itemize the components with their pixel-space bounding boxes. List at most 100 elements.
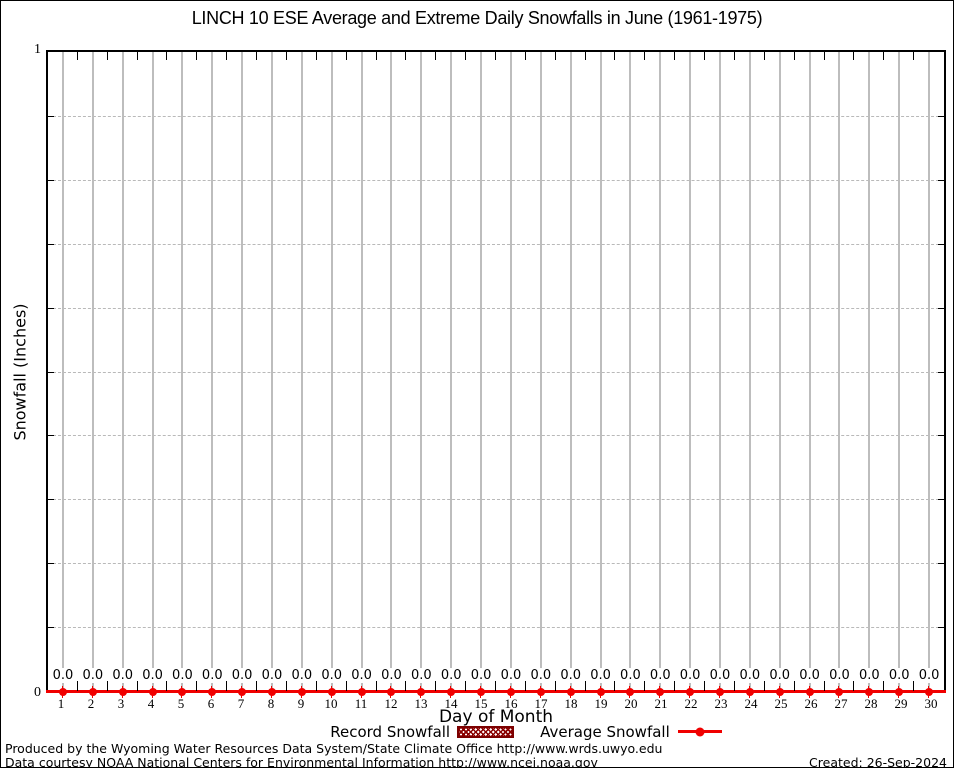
x-minor-tick-top: [285, 52, 287, 60]
y-gridline: [48, 563, 944, 565]
average-snowfall-marker: [775, 686, 784, 698]
average-snowfall-marker: [238, 686, 247, 698]
x-minor-tick-top: [345, 52, 347, 60]
x-minor-tick-bottom: [196, 681, 198, 691]
day-gridline: [868, 52, 871, 691]
value-label: 0.0: [708, 668, 732, 683]
average-snowfall-marker: [626, 686, 635, 698]
x-minor-tick-bottom: [345, 681, 347, 691]
value-label: 0.0: [350, 668, 373, 683]
x-tick-label: 20: [624, 696, 638, 711]
x-minor-tick-top: [674, 52, 676, 60]
y-tick-left: [48, 563, 54, 565]
value-label: 0.0: [260, 668, 284, 683]
average-snowfall-marker: [686, 686, 695, 698]
x-tick-label: 27: [834, 696, 848, 711]
value-label: 0.0: [409, 668, 433, 683]
average-snowfall-marker: [118, 686, 127, 698]
day-gridline: [898, 52, 901, 691]
day-gridline: [390, 52, 393, 691]
x-minor-tick-bottom: [584, 681, 586, 691]
x-tick-label: 6: [207, 696, 215, 711]
x-minor-tick-top: [763, 52, 765, 60]
day-gridline: [450, 52, 453, 691]
y-tick-left: [48, 307, 54, 309]
x-minor-tick-top: [106, 52, 108, 60]
day-gridline: [539, 52, 542, 691]
x-minor-tick-top: [166, 52, 168, 60]
x-tick-label: 25: [774, 696, 788, 711]
day-gridline: [181, 52, 184, 691]
x-minor-tick-top: [435, 52, 437, 60]
x-minor-tick-top: [405, 52, 407, 60]
legend-average-label: Average Snowfall: [540, 722, 670, 741]
y-gridline: [48, 243, 944, 245]
value-label: 0.0: [738, 668, 762, 683]
y-tick-right: [938, 499, 944, 501]
y-tick-right: [938, 115, 944, 117]
y-gridline: [48, 435, 944, 437]
day-gridline: [211, 52, 214, 691]
x-tick-label: 16: [504, 696, 518, 711]
x-tick-label: 30: [924, 696, 938, 711]
y-tick-left: [48, 371, 54, 373]
x-minor-tick-bottom: [256, 681, 258, 691]
day-gridline: [599, 52, 602, 691]
x-minor-tick-bottom: [136, 681, 138, 691]
x-tick-label: 29: [894, 696, 908, 711]
value-label: 0.0: [917, 668, 941, 683]
day-gridline: [360, 52, 363, 691]
footer-data-courtesy: Data courtesy NOAA National Centers for …: [5, 755, 598, 768]
value-label: 0.0: [529, 668, 553, 683]
x-tick-label: 7: [237, 696, 245, 711]
y-tick-right: [938, 243, 944, 245]
x-minor-tick-top: [704, 52, 706, 60]
day-gridline: [300, 52, 303, 691]
average-snowfall-marker: [805, 686, 814, 698]
x-tick-label: 14: [444, 696, 458, 711]
average-snowfall-marker: [835, 686, 844, 698]
x-minor-tick-bottom: [226, 681, 228, 691]
average-snowfall-marker: [58, 686, 67, 698]
average-snowfall-marker: [447, 686, 456, 698]
value-label: 0.0: [589, 668, 612, 683]
x-minor-tick-bottom: [166, 681, 168, 691]
average-snowfall-marker: [536, 686, 545, 698]
x-minor-tick-top: [465, 52, 467, 60]
x-minor-tick-top: [793, 52, 795, 60]
day-gridline: [61, 52, 64, 691]
value-label: 0.0: [439, 668, 463, 683]
x-tick-label: 10: [324, 696, 338, 711]
x-minor-tick-bottom: [614, 681, 616, 691]
y-tick-right: [938, 563, 944, 565]
x-tick-label: 18: [564, 696, 578, 711]
x-tick-label: 8: [267, 696, 275, 711]
average-snowfall-marker: [656, 686, 665, 698]
value-label: 0.0: [141, 668, 164, 683]
average-snowfall-marker: [178, 686, 187, 698]
x-minor-tick-top: [584, 52, 586, 60]
x-minor-tick-top: [913, 52, 915, 60]
day-gridline: [121, 52, 124, 691]
x-minor-tick-top: [883, 52, 885, 60]
y-tick-left: [48, 627, 54, 629]
x-tick-label: 5: [177, 696, 185, 711]
x-tick-label: 9: [297, 696, 305, 711]
average-snowfall-marker: [895, 686, 904, 698]
y-tick-label-1: 1: [34, 42, 41, 57]
y-gridline: [48, 179, 944, 181]
value-label: 0.0: [380, 668, 403, 683]
value-label: 0.0: [290, 668, 314, 683]
average-snowfall-marker: [297, 686, 306, 698]
day-gridline: [719, 52, 721, 691]
x-minor-tick-top: [614, 52, 616, 60]
x-minor-tick-bottom: [495, 681, 496, 691]
x-minor-tick-bottom: [435, 681, 437, 691]
value-label: 0.0: [320, 668, 344, 683]
average-snowfall-marker: [865, 686, 874, 698]
x-minor-tick-bottom: [674, 681, 676, 691]
y-tick-left: [48, 499, 54, 501]
y-gridline: [48, 115, 944, 117]
value-label: 0.0: [828, 668, 851, 683]
